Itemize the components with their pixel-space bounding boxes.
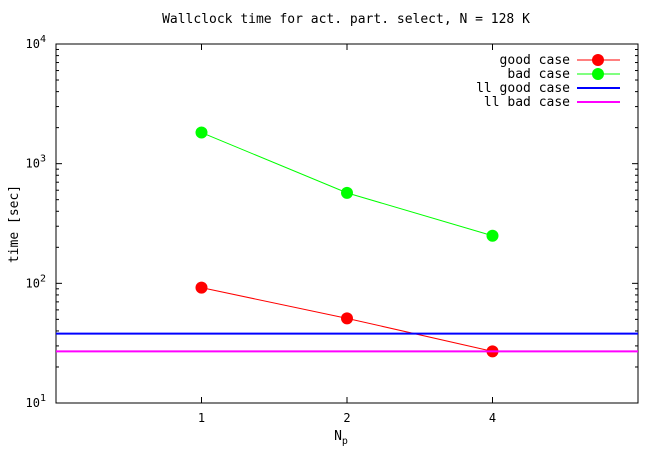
y-tick-label: 102 xyxy=(26,273,46,290)
y-tick-label-exponent: 2 xyxy=(40,273,46,284)
y-tick-label-exponent: 3 xyxy=(40,154,46,165)
legend-label: good case xyxy=(500,53,571,68)
legend-label: ll good case xyxy=(476,81,570,96)
y-tick-label: 101 xyxy=(26,393,46,410)
chart-title: Wallclock time for act. part. select, N … xyxy=(162,12,530,27)
good-case-point xyxy=(195,281,208,294)
x-tick-label: 2 xyxy=(343,411,350,425)
good-case-point xyxy=(341,312,353,325)
legend-marker-good-case xyxy=(592,54,604,66)
y-tick-label: 103 xyxy=(26,154,46,171)
y-tick-label-base: 10 xyxy=(26,37,40,51)
y-tick-label-base: 10 xyxy=(26,396,40,410)
y-tick-label-exponent: 4 xyxy=(40,34,46,45)
bad-case-point xyxy=(486,229,499,242)
bad-case-line xyxy=(201,132,493,237)
y-tick-label-base: 10 xyxy=(26,157,40,171)
y-tick-label: 104 xyxy=(26,34,46,51)
series-layer xyxy=(56,126,638,358)
x-tick-label: 4 xyxy=(489,411,496,425)
bad-case-point xyxy=(341,186,353,199)
x-tick-label: 1 xyxy=(198,411,205,425)
x-axis-label-subscript: p xyxy=(342,436,348,447)
legend-label: bad case xyxy=(507,67,570,82)
y-axis-label: time [sec] xyxy=(7,185,22,263)
bad-case-point xyxy=(195,126,208,139)
legend-marker-bad-case xyxy=(592,68,604,80)
y-tick-label-exponent: 1 xyxy=(40,393,46,404)
x-axis-label: Np xyxy=(334,429,348,447)
y-tick-label-base: 10 xyxy=(26,276,40,290)
legend-label: ll bad case xyxy=(484,95,570,110)
